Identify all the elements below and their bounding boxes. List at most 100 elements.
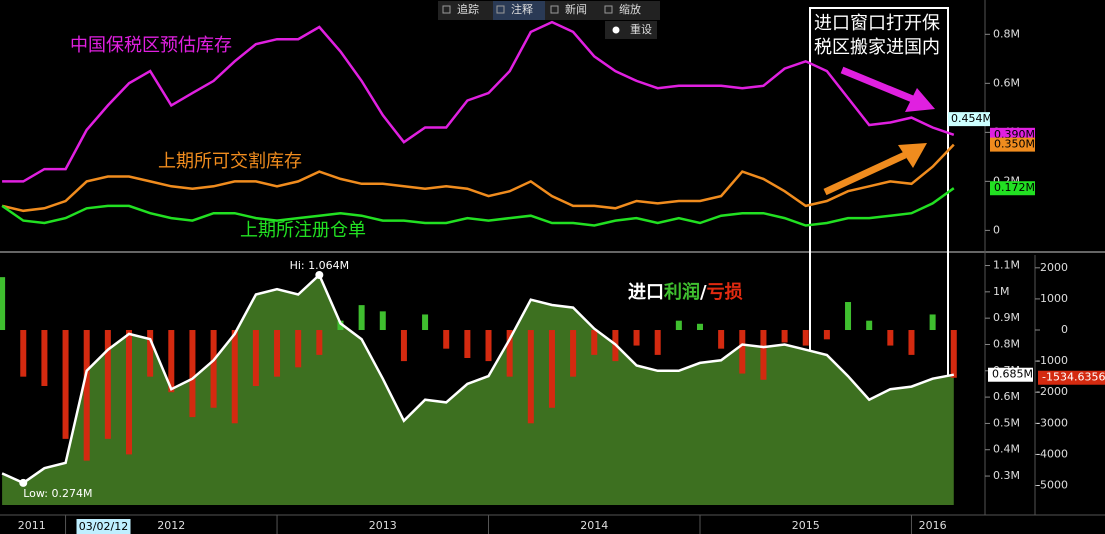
y2-tick-label: 0 (1061, 323, 1068, 336)
bar (316, 330, 323, 355)
toolbar: 重设 追踪 注释 新闻 缩放 (438, 1, 660, 39)
hi-label: Hi: 1.064M (290, 259, 350, 272)
bar (654, 330, 661, 355)
bar (866, 320, 873, 331)
bar (570, 330, 577, 377)
y-tick-label: 0.5M (993, 416, 1020, 429)
y2-tick-label: -5000 (1036, 479, 1068, 492)
value-tag-bg (1038, 370, 1105, 385)
y2-tick-label: -2000 (1036, 385, 1068, 398)
low-marker (19, 478, 28, 487)
arrow-head (898, 143, 927, 168)
reset-button[interactable]: 重设 (630, 22, 652, 36)
toolbar-button[interactable]: 追踪 (457, 2, 479, 16)
x-tick-label: 2014 (580, 519, 608, 532)
bar (274, 330, 281, 377)
bar (126, 330, 133, 455)
y2-tick-label: 2000 (1040, 261, 1068, 274)
bar (231, 330, 238, 424)
bar (527, 330, 534, 424)
bar (83, 330, 90, 461)
value-tag: 0.390M (994, 128, 1035, 141)
value-tag: 0.350M (994, 138, 1035, 151)
series-label: 上期所注册仓单 (240, 220, 366, 241)
y-tick-label: 0 (993, 223, 1000, 236)
toolbar-icon (496, 5, 505, 14)
arrow-head (905, 88, 935, 112)
bar (633, 330, 640, 346)
value-tag: 0.685M (992, 368, 1033, 381)
bar (443, 330, 450, 349)
y-tick-label: 0.6M (993, 390, 1020, 403)
cursor-tag: 0.454M (951, 112, 992, 125)
date-marker-bg (76, 519, 131, 534)
bar (760, 330, 767, 380)
bar (379, 311, 386, 331)
x-tick-label: 2016 (919, 519, 947, 532)
bar (718, 330, 725, 349)
bar (422, 314, 429, 331)
bar (506, 330, 513, 377)
value-tag-bg (990, 137, 1035, 152)
bar (252, 330, 259, 386)
arrow-shaft (823, 151, 907, 196)
bar (104, 330, 111, 439)
toolbar-button[interactable]: 新闻 (565, 2, 587, 16)
toolbar-icon (550, 5, 559, 14)
bar (147, 330, 154, 377)
value-tag: 0.172M (994, 181, 1035, 194)
bar (337, 320, 344, 331)
cursor-tag-bg (948, 112, 990, 127)
low-label: Low: 0.274M (23, 487, 92, 500)
x-tick-label: 2011 (18, 519, 46, 532)
series-label: 上期所可交割库存 (158, 151, 302, 172)
bar (908, 330, 915, 355)
bar (210, 330, 217, 408)
orange-arrow (823, 143, 927, 196)
y-tick-label: 0.8M (993, 337, 1020, 350)
value-tag-bg (988, 367, 1033, 382)
bar (696, 323, 703, 331)
toolbar-button[interactable]: 注释 (511, 2, 533, 16)
y-tick-label: 0.6M (993, 76, 1020, 89)
bar (548, 330, 555, 408)
bar (823, 330, 830, 340)
value-tag-bg (990, 181, 1035, 196)
bar (0, 277, 6, 331)
bar (189, 330, 196, 418)
toolbar-active (493, 1, 545, 20)
bar (675, 320, 682, 331)
x-tick-label: 2015 (792, 519, 820, 532)
bar (591, 330, 598, 355)
title-part: 亏损 (707, 281, 743, 303)
bar (464, 330, 471, 358)
y-tick-label: 1M (993, 285, 1010, 298)
y-tick-label: 0.9M (993, 311, 1020, 324)
y-tick-label: 0.8M (993, 27, 1020, 40)
series-label: 中国保税区预估库存 (70, 35, 232, 56)
y-tick-label: 1.1M (993, 259, 1020, 272)
toolbar-icon (442, 5, 451, 14)
y2-tick-label: -1000 (1036, 354, 1068, 367)
value-tag: -1534.6356 (1042, 371, 1105, 384)
arrow-shaft (840, 66, 917, 104)
bar (929, 314, 936, 331)
bar (295, 330, 302, 368)
toolbar-button[interactable]: 缩放 (619, 2, 641, 16)
y-tick-label: 0.3M (993, 469, 1020, 482)
y-tick-label: 0.4M (993, 443, 1020, 456)
series-line (2, 20, 955, 183)
title-part: / (700, 282, 707, 303)
series-line (1, 187, 955, 227)
bar (739, 330, 746, 374)
reset-icon (612, 26, 620, 34)
y2-tick-label: -3000 (1036, 416, 1068, 429)
bar (41, 330, 48, 386)
reset-bg (605, 21, 657, 39)
title-part: 利润 (664, 281, 700, 303)
x-tick-label: 2012 (157, 519, 185, 532)
window-annotation: 税区搬家进国内 (814, 37, 940, 58)
area-line (1, 272, 955, 485)
